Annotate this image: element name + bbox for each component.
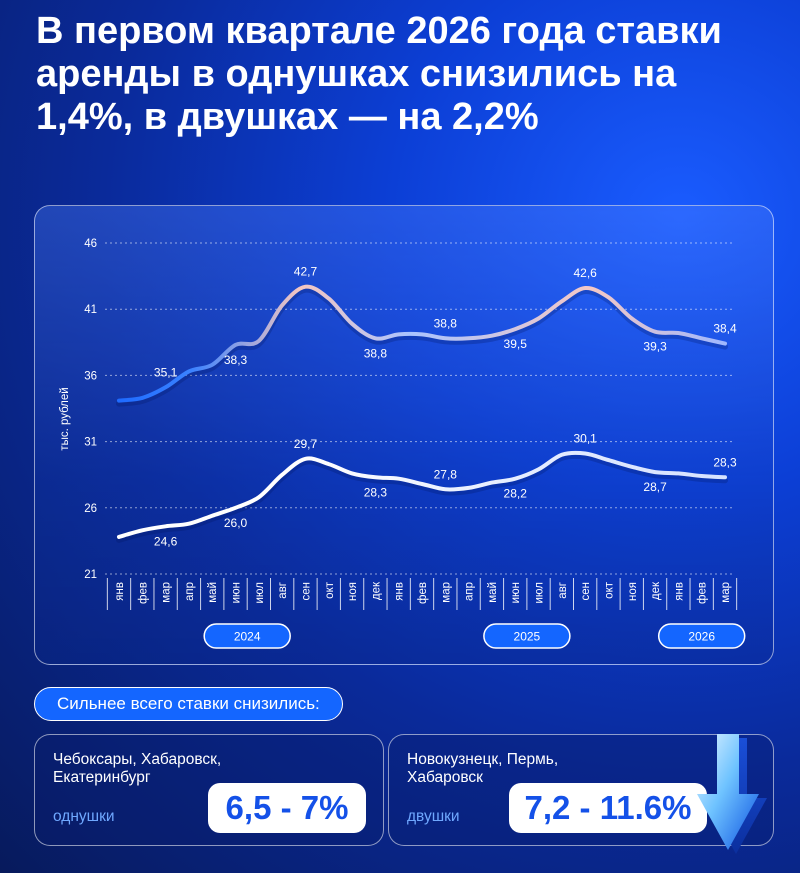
page-title: В первом квартале 2026 года ставки аренд… xyxy=(36,10,722,138)
data-label: 38,4 xyxy=(713,322,737,336)
cities-line: Хабаровск xyxy=(407,769,483,786)
decline-card-one-room: Чебоксары, Хабаровск, Екатеринбург однуш… xyxy=(34,734,384,846)
month-label: янв xyxy=(673,582,685,601)
month-label: янв xyxy=(394,582,406,601)
cities-list: Новокузнецк, Пермь, Хабаровск xyxy=(407,751,558,787)
month-label: июн xyxy=(510,582,522,603)
y-tick-label: 21 xyxy=(84,569,97,581)
decline-card-two-room: Новокузнецк, Пермь, Хабаровск двушки 7,2… xyxy=(388,734,774,846)
series-line xyxy=(117,284,727,403)
cities-list: Чебоксары, Хабаровск, Екатеринбург xyxy=(53,751,221,787)
cities-line: Чебоксары, Хабаровск, xyxy=(53,751,222,768)
month-label: мар xyxy=(440,582,452,603)
month-label: фев xyxy=(417,582,429,604)
series-line-shadow xyxy=(116,286,728,407)
month-label: окт xyxy=(324,581,336,599)
month-label: авг xyxy=(557,582,569,599)
data-label: 26,0 xyxy=(224,516,248,530)
month-label: фев xyxy=(137,582,149,604)
cities-line: Новокузнецк, Пермь, xyxy=(407,751,559,768)
year-pill xyxy=(483,623,571,649)
data-label: 35,1 xyxy=(154,365,178,379)
month-label: апр xyxy=(464,582,476,601)
month-label: окт xyxy=(603,581,615,599)
month-label: сен xyxy=(580,582,592,601)
month-label: мар xyxy=(720,582,732,603)
month-label: сен xyxy=(300,582,312,601)
month-label: мар xyxy=(161,582,173,603)
month-label: фев xyxy=(697,582,709,604)
month-label: ноя xyxy=(347,582,359,601)
year-label: 2024 xyxy=(234,630,261,644)
month-label: дек xyxy=(370,581,382,600)
month-label: авг xyxy=(277,582,289,599)
down-arrow-icon xyxy=(697,734,767,854)
year-label: 2026 xyxy=(688,630,715,644)
data-label: 29,7 xyxy=(294,437,318,451)
data-label: 28,7 xyxy=(643,480,667,494)
decline-value: 6,5 - 7% xyxy=(208,783,366,833)
data-label: 28,3 xyxy=(364,485,388,499)
decline-heading: Сильнее всего ставки снизились: xyxy=(34,687,343,721)
data-label: 42,6 xyxy=(573,266,597,280)
y-tick-label: 46 xyxy=(84,238,97,250)
data-label: 28,3 xyxy=(713,455,737,469)
decline-value: 7,2 - 11.6% xyxy=(509,783,707,833)
series-line-shadow xyxy=(116,452,728,543)
month-label: июн xyxy=(231,582,243,603)
month-label: янв xyxy=(114,582,126,601)
cities-line: Екатеринбург xyxy=(53,769,151,786)
data-label: 39,5 xyxy=(504,337,528,351)
data-label: 38,8 xyxy=(434,316,458,330)
data-label: 38,8 xyxy=(364,346,388,360)
month-label: июл xyxy=(254,582,266,604)
year-pill xyxy=(203,623,291,649)
series-line xyxy=(117,450,727,539)
data-label: 28,2 xyxy=(504,487,528,501)
data-label: 27,8 xyxy=(434,467,458,481)
y-tick-label: 26 xyxy=(84,503,97,515)
month-label: май xyxy=(487,582,499,603)
month-label: ноя xyxy=(627,582,639,601)
month-label: май xyxy=(207,582,219,603)
year-label: 2025 xyxy=(514,630,541,644)
data-label: 39,3 xyxy=(643,340,667,354)
data-label: 30,1 xyxy=(573,432,597,446)
y-axis-label: тыс. рублей xyxy=(59,387,71,450)
room-type-label: двушки xyxy=(407,808,460,825)
data-label: 42,7 xyxy=(294,265,318,279)
month-label: апр xyxy=(184,582,196,601)
month-label: дек xyxy=(650,581,662,600)
y-tick-label: 36 xyxy=(84,370,97,382)
month-label: июл xyxy=(534,582,546,604)
chart-panel: 21 26 31 36 41 46 тыс. рублей янв фев мар апр май ию… xyxy=(34,205,774,665)
year-pill xyxy=(657,623,746,649)
data-label: 38,3 xyxy=(224,353,248,367)
y-tick-label: 41 xyxy=(84,304,97,316)
room-type-label: однушки xyxy=(53,808,115,825)
y-tick-label: 31 xyxy=(84,437,97,449)
data-label: 24,6 xyxy=(154,534,178,548)
